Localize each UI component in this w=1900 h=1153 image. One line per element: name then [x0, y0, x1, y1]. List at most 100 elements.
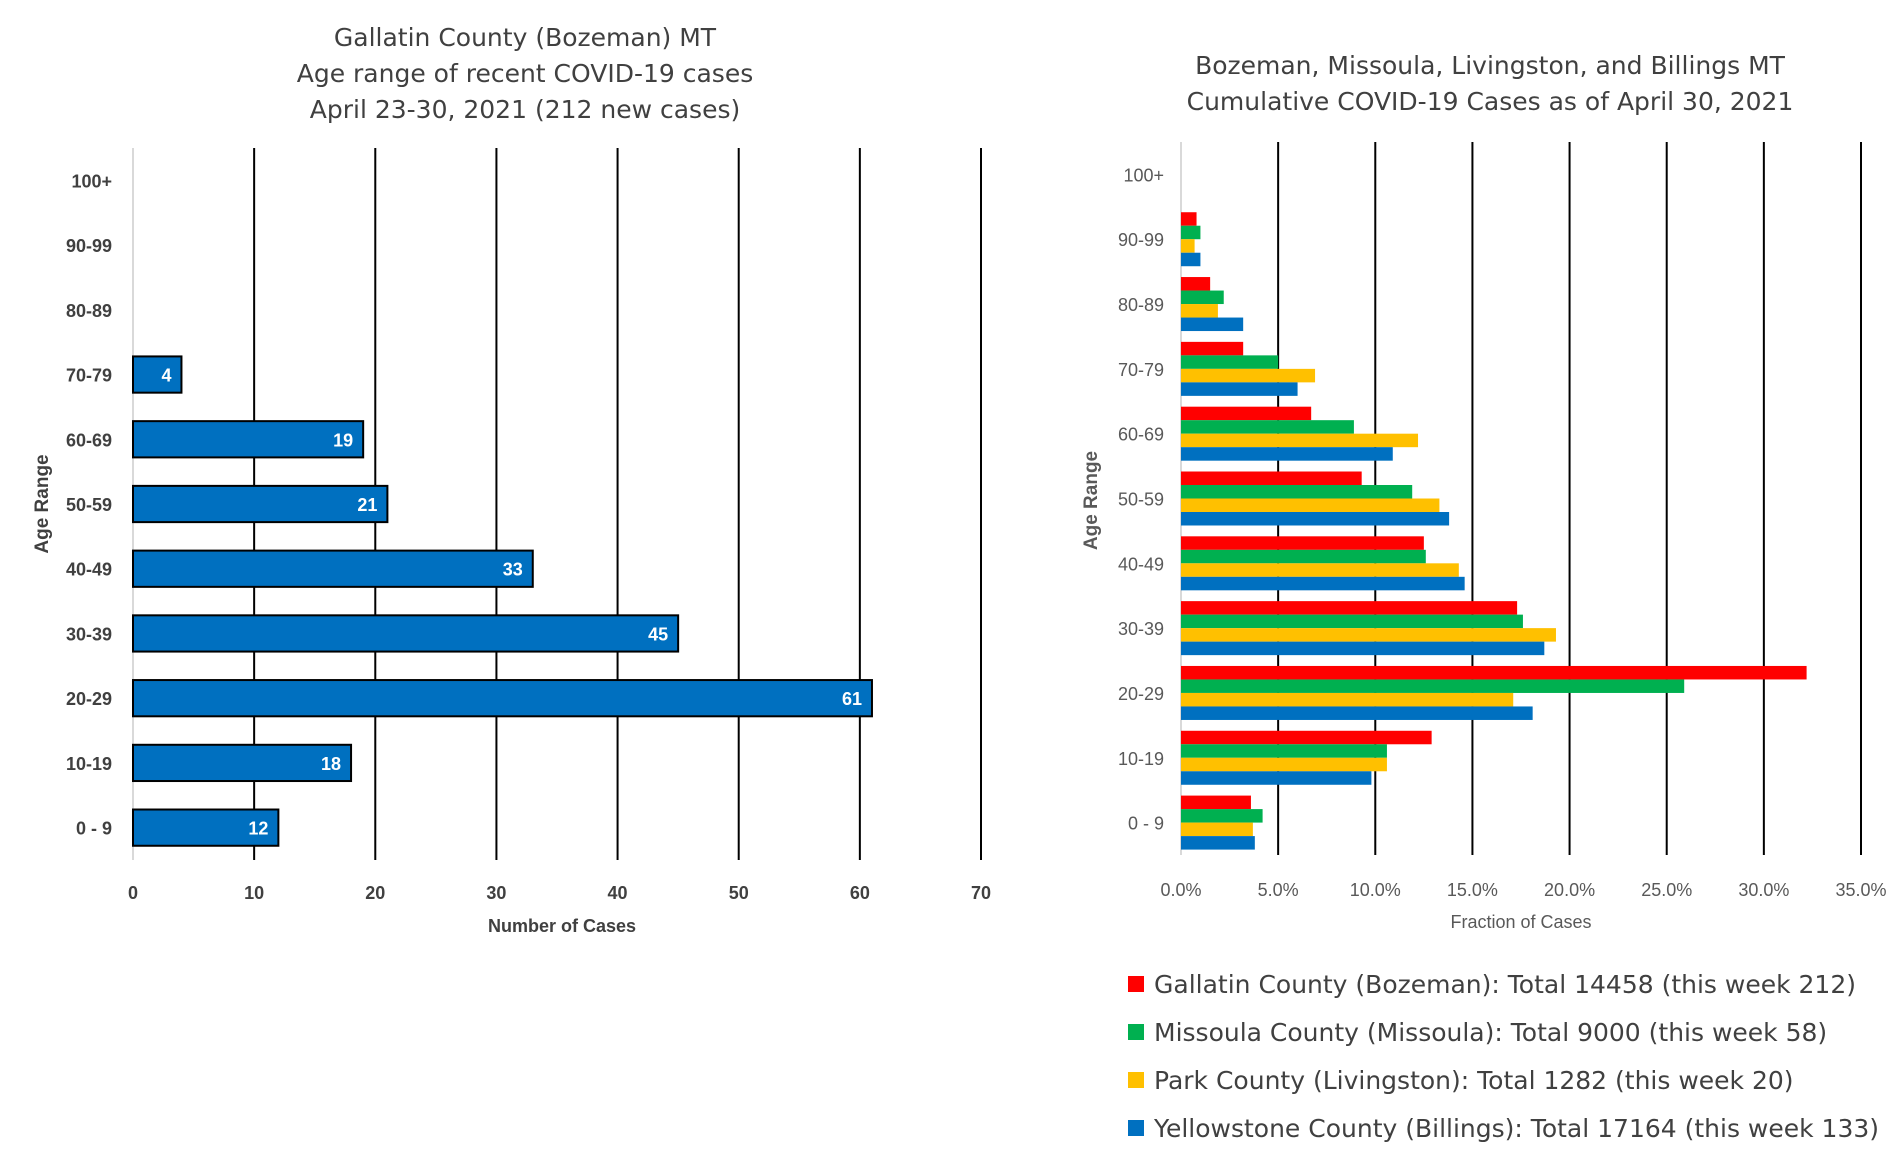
legend-item: Yellowstone County (Billings): Total 171…: [1128, 1104, 1879, 1152]
bar: [1181, 549, 1426, 564]
legend-label: Missoula County (Missoula): Total 9000 (…: [1154, 1017, 1828, 1047]
legend-swatch: [1128, 976, 1144, 992]
y-axis-label: Age Range: [1081, 451, 1102, 550]
x-tick-label: 10.0%: [1350, 880, 1401, 900]
y-tick-label: 70-79: [1118, 360, 1164, 380]
bar: [132, 808, 280, 847]
y-tick-label: 0 - 9: [1128, 814, 1164, 834]
data-label: 18: [321, 754, 341, 774]
bar: [1181, 290, 1224, 305]
right-chart-title: Bozeman, Missoula, Livingston, and Billi…: [1130, 48, 1850, 120]
y-axis-label: Age Range: [32, 454, 53, 553]
x-tick-label: 25.0%: [1641, 880, 1692, 900]
bar: [1181, 641, 1545, 656]
y-tick-label: 70-79: [66, 366, 112, 386]
bar: [1181, 771, 1372, 785]
left-chart-title: Gallatin County (Bozeman) MT Age range o…: [130, 20, 920, 128]
y-tick-label: 90-99: [66, 236, 112, 256]
x-tick-label: 30: [486, 883, 506, 903]
legend-label: Yellowstone County (Billings): Total 171…: [1154, 1113, 1880, 1143]
bar: [1181, 536, 1424, 550]
y-tick-label: 30-39: [1118, 619, 1164, 639]
y-tick-label: 10-19: [1118, 749, 1164, 769]
y-tick-label: 100+: [71, 171, 112, 191]
y-tick-label: 100+: [1123, 165, 1164, 185]
bar: [132, 355, 183, 394]
right-bar-chart: 0 - 9 10-19 20-29 30-39 40-49 50-59 60-69 70-79…: [1081, 142, 1887, 932]
y-tick-label: 60-69: [1118, 425, 1164, 445]
bar: [1181, 471, 1362, 485]
bar: [1181, 304, 1218, 318]
bar: [1181, 809, 1263, 823]
legend-swatch: [1128, 1120, 1144, 1136]
bar: [1181, 239, 1195, 253]
legend-label: Park County (Livingston): Total 1282 (th…: [1154, 1065, 1794, 1095]
y-tick-label: 30-39: [66, 624, 112, 644]
data-label: 61: [842, 689, 862, 709]
y-tick-label: 40-49: [66, 560, 112, 580]
bar: [132, 743, 353, 783]
bar: [1181, 420, 1354, 434]
y-tick-label: 50-59: [66, 495, 112, 515]
x-tick-label: 30.0%: [1738, 880, 1789, 900]
bar: [1181, 692, 1514, 707]
bar: [1181, 614, 1523, 629]
x-axis-label: Fraction of Cases: [1450, 912, 1591, 932]
legend-swatch: [1128, 1024, 1144, 1040]
x-axis-label: Number of Cases: [488, 916, 636, 936]
legend-label: Gallatin County (Bozeman): Total 14458 (…: [1154, 969, 1857, 999]
y-tick-label: 80-89: [1118, 295, 1164, 315]
bar: [132, 420, 365, 459]
bar: [1181, 485, 1413, 499]
y-tick-label: 50-59: [1118, 490, 1164, 510]
bar: [1181, 757, 1387, 772]
bar: [132, 484, 389, 524]
x-tick-label: 5.0%: [1258, 880, 1299, 900]
bar: [1181, 341, 1244, 356]
legend-item: Gallatin County (Bozeman): Total 14458 (…: [1128, 960, 1879, 1008]
bar: [1181, 512, 1450, 526]
bar: [1181, 836, 1255, 850]
bar: [132, 679, 873, 718]
bar: [1181, 795, 1251, 810]
left-title-line-3: April 23-30, 2021 (212 new cases): [309, 95, 741, 124]
bar: [1181, 665, 1807, 680]
bar: [1181, 277, 1211, 291]
bar: [1181, 212, 1197, 226]
bar: [1181, 706, 1533, 720]
bar: [1181, 563, 1459, 577]
x-tick-label: 50: [729, 883, 749, 903]
bar: [1181, 628, 1556, 642]
bar: [1181, 252, 1201, 267]
bar: [1181, 744, 1387, 758]
left-bar-chart: 0 - 9 12 10-19 18 20-29 61 30-39 45 40-49 33 50-59…: [32, 148, 991, 936]
bar: [1181, 498, 1440, 512]
data-label: 33: [503, 560, 523, 580]
y-tick-label: 40-49: [1118, 554, 1164, 574]
bar: [1181, 433, 1419, 448]
bar: [1181, 382, 1298, 396]
bar: [132, 549, 534, 588]
bar: [1181, 730, 1432, 745]
y-tick-label: 90-99: [1118, 230, 1164, 250]
data-label: 4: [161, 366, 171, 386]
right-title-line-1: Bozeman, Missoula, Livingston, and Billi…: [1195, 51, 1785, 80]
bar: [1181, 822, 1253, 837]
bar: [1181, 355, 1279, 369]
data-label: 12: [248, 819, 268, 839]
x-tick-label: 20: [365, 883, 385, 903]
left-title-line-1: Gallatin County (Bozeman) MT: [333, 23, 717, 52]
left-title-line-2: Age range of recent COVID-19 cases: [296, 59, 754, 88]
y-tick-label: 0 - 9: [76, 819, 112, 839]
legend-swatch: [1128, 1072, 1144, 1088]
x-tick-label: 10: [244, 883, 264, 903]
y-tick-label: 80-89: [66, 301, 112, 321]
x-tick-label: 70: [971, 883, 991, 903]
x-tick-label: 0: [128, 883, 138, 903]
bar: [1181, 225, 1201, 240]
x-tick-label: 20.0%: [1544, 880, 1595, 900]
legend-item: Park County (Livingston): Total 1282 (th…: [1128, 1056, 1879, 1104]
x-tick-label: 35.0%: [1835, 880, 1886, 900]
right-title-line-2: Cumulative COVID-19 Cases as of April 30…: [1186, 87, 1794, 116]
bar: [1181, 406, 1312, 421]
